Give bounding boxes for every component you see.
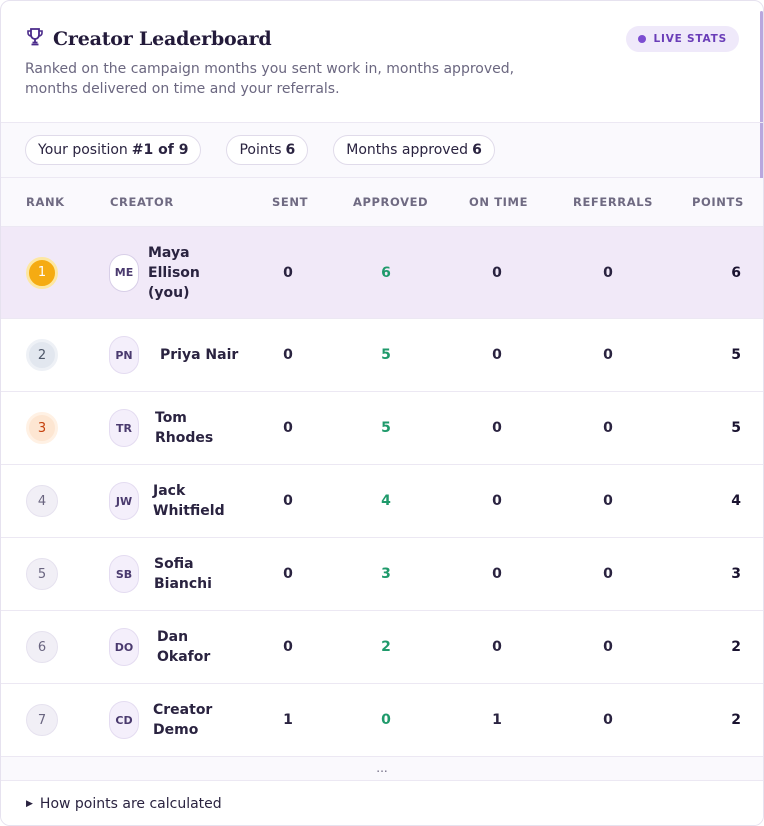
- points-label: Points: [239, 142, 282, 158]
- referrals-value: 0: [603, 420, 613, 436]
- referrals-value: 0: [603, 566, 613, 582]
- scroll-indicator[interactable]: [760, 11, 763, 259]
- approved-value: 4: [381, 493, 391, 509]
- creator-name: Sofia Bianchi: [154, 556, 212, 592]
- sent-value: 1: [283, 712, 293, 728]
- summary-chips: Your position #1 of 9 Points 6 Months ap…: [1, 123, 763, 178]
- on-time-value: 0: [492, 493, 502, 509]
- on-time-value: 0: [492, 639, 502, 655]
- table-header: RANK CREATOR SENT APPROVED ON TIME REFER…: [1, 178, 763, 227]
- trophy-icon: [25, 27, 45, 51]
- table-row[interactable]: 4 JW Jack Whitfield 0 4 0 0 4: [1, 465, 763, 538]
- points-value: 6: [285, 142, 296, 158]
- rank-badge: 5: [26, 558, 58, 590]
- table-row[interactable]: 1 ME Maya Ellison (you) 0 6 0 0 6: [1, 227, 763, 319]
- avatar: JW: [109, 482, 139, 520]
- referrals-value: 0: [603, 712, 613, 728]
- points-value: 5: [731, 420, 741, 436]
- referrals-value: 0: [603, 639, 613, 655]
- position-chip: Your position #1 of 9: [25, 135, 202, 165]
- column-header-on-time[interactable]: ON TIME: [469, 195, 529, 209]
- table-body: 1 ME Maya Ellison (you) 0 6 0 0 6 2 PN P…: [1, 227, 763, 781]
- approved-value: 5: [381, 347, 391, 363]
- approved-value: 6: [381, 264, 391, 281]
- avatar: DO: [109, 628, 139, 666]
- live-dot-icon: [637, 35, 646, 43]
- approved-chip: Months approved 6: [333, 135, 495, 165]
- more-rows-ellipsis: ...: [1, 757, 763, 781]
- on-time-value: 0: [492, 264, 502, 281]
- table-row[interactable]: 7 CD Creator Demo 1 0 1 0 2: [1, 684, 763, 757]
- rank-badge: 1: [26, 256, 58, 289]
- rank-badge: 4: [26, 485, 58, 517]
- sent-value: 0: [283, 347, 293, 363]
- approved-value: 3: [381, 566, 391, 582]
- creator-name: Tom Rhodes: [155, 410, 214, 446]
- column-header-approved[interactable]: APPROVED: [353, 195, 429, 209]
- points-value: 2: [731, 712, 741, 728]
- live-stats-badge: LIVE STATS: [625, 26, 739, 52]
- avatar: ME: [109, 253, 139, 292]
- avatar: SB: [109, 555, 139, 593]
- table-row[interactable]: 6 DO Dan Okafor 0 2 0 0 2: [1, 611, 763, 684]
- approved-value: 2: [381, 639, 391, 655]
- on-time-value: 0: [492, 420, 502, 436]
- live-stats-label: LIVE STATS: [653, 33, 727, 45]
- column-header-points[interactable]: POINTS: [692, 195, 744, 209]
- avatar: CD: [109, 701, 139, 739]
- referrals-value: 0: [603, 264, 613, 281]
- avatar: TR: [109, 409, 139, 447]
- creator-name: Jack Whitfield: [153, 483, 225, 519]
- disclosure-triangle-icon: ▶: [26, 799, 33, 809]
- sent-value: 0: [283, 420, 293, 436]
- rank-badge: 7: [26, 704, 58, 736]
- points-value: 4: [731, 493, 741, 509]
- points-explainer-label: How points are calculated: [39, 796, 222, 812]
- rank-badge: 2: [26, 339, 58, 371]
- referrals-value: 0: [603, 347, 613, 363]
- points-value: 3: [731, 566, 741, 582]
- points-value: 2: [731, 639, 741, 655]
- page-title: Creator Leaderboard: [53, 28, 272, 50]
- on-time-value: 1: [492, 712, 502, 728]
- approved-value: 6: [472, 142, 482, 158]
- column-header-creator[interactable]: CREATOR: [110, 195, 174, 209]
- approved-value: 5: [381, 420, 391, 436]
- approved-value: 0: [381, 712, 391, 728]
- position-value: #1 of 9: [131, 142, 189, 158]
- points-value: 6: [731, 264, 741, 281]
- column-header-rank[interactable]: RANK: [26, 195, 65, 209]
- position-label: Your position: [38, 142, 128, 158]
- referrals-value: 0: [603, 493, 613, 509]
- on-time-value: 0: [492, 566, 502, 582]
- creator-name: Dan Okafor: [157, 629, 211, 665]
- sent-value: 0: [283, 566, 293, 582]
- title-row: Creator Leaderboard: [25, 27, 739, 51]
- points-explainer-toggle[interactable]: ▶ How points are calculated: [1, 781, 763, 825]
- on-time-value: 0: [492, 347, 502, 363]
- page-subtitle: Ranked on the campaign months you sent w…: [25, 61, 515, 97]
- sent-value: 0: [283, 493, 293, 509]
- creator-name: Creator Demo: [153, 702, 213, 738]
- column-header-sent[interactable]: SENT: [272, 195, 309, 209]
- rank-badge: 3: [26, 412, 58, 444]
- creator-name: Maya Ellison (you): [148, 244, 200, 301]
- avatar: PN: [109, 336, 139, 374]
- points-chip: Points 6: [226, 135, 309, 165]
- creator-name: Priya Nair: [160, 347, 239, 363]
- sent-value: 0: [283, 639, 293, 655]
- table-row[interactable]: 5 SB Sofia Bianchi 0 3 0 0 3: [1, 538, 763, 611]
- column-header-referrals[interactable]: REFERRALS: [573, 195, 654, 209]
- leaderboard-header: Creator Leaderboard Ranked on the campai…: [1, 1, 763, 123]
- rank-badge: 6: [26, 631, 58, 663]
- approved-label: Months approved: [346, 142, 469, 158]
- points-value: 5: [731, 347, 741, 363]
- table-row[interactable]: 3 TR Tom Rhodes 0 5 0 0 5: [1, 392, 763, 465]
- table-row[interactable]: 2 PN Priya Nair 0 5 0 0 5: [1, 319, 763, 392]
- sent-value: 0: [283, 264, 293, 281]
